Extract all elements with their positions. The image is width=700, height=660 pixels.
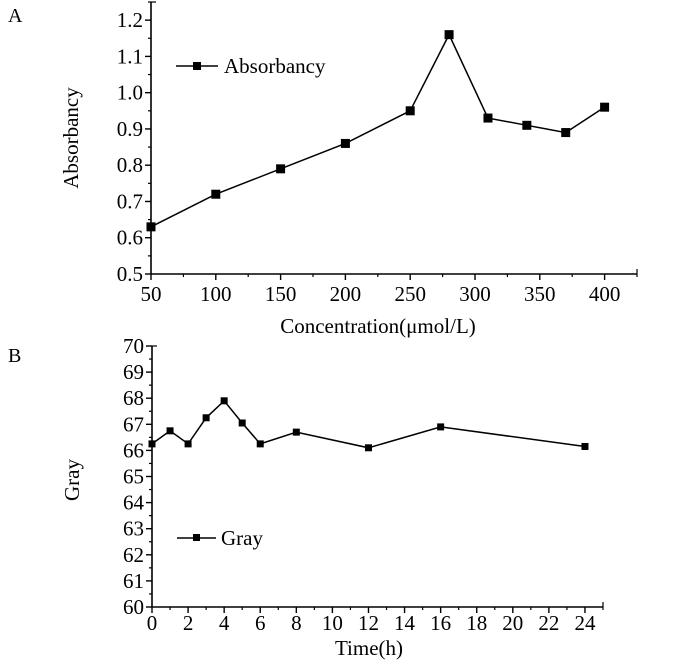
y-tick-label-b: 67 bbox=[123, 412, 144, 436]
y-axis-label-b: Gray bbox=[60, 459, 84, 501]
x-axis-label-b: Time(h) bbox=[335, 636, 403, 660]
y-tick-label-b: 68 bbox=[123, 386, 144, 410]
y-tick-label-b: 64 bbox=[123, 491, 145, 515]
y-tick-label-b: 70 bbox=[123, 334, 144, 358]
y-tick-label-a: 1.1 bbox=[117, 44, 143, 68]
series-line-a bbox=[150, 32, 606, 228]
x-tick-label-b: 16 bbox=[430, 611, 451, 635]
legend-label-a: Absorbancy bbox=[224, 54, 326, 78]
x-tick-label-a: 350 bbox=[524, 282, 556, 306]
y-tick-label-b: 60 bbox=[123, 595, 144, 619]
y-tick-label-a: 0.5 bbox=[117, 262, 143, 286]
legend-a: Absorbancy bbox=[176, 54, 326, 78]
y-tick-label-b: 62 bbox=[123, 543, 144, 567]
data-point-b bbox=[148, 440, 156, 448]
data-point-b bbox=[292, 428, 300, 436]
data-point-a bbox=[600, 102, 610, 112]
y-axis-label-a: Absorbancy bbox=[59, 87, 83, 189]
data-point-b bbox=[256, 440, 264, 448]
panel-label-b: B bbox=[8, 345, 21, 367]
y-tick-label-b: 65 bbox=[123, 465, 144, 489]
panel-label-a: A bbox=[8, 5, 23, 27]
y-tick-label-a: 0.8 bbox=[117, 153, 143, 177]
data-point-b bbox=[581, 442, 589, 450]
x-tick-label-a: 300 bbox=[459, 282, 491, 306]
data-point-b bbox=[364, 444, 372, 452]
data-point-a bbox=[146, 222, 156, 232]
data-point-a bbox=[340, 138, 350, 148]
data-point-a bbox=[561, 128, 571, 138]
data-point-b bbox=[184, 440, 192, 448]
y-tick-label-a: 1.2 bbox=[117, 8, 143, 32]
x-tick-label-b: 12 bbox=[358, 611, 379, 635]
panel-a: A Absorbancy Concentration(μmol/L) 0.5 0.… bbox=[8, 1, 638, 338]
legend-b: Gray bbox=[177, 526, 263, 550]
x-tick-label-a: 200 bbox=[330, 282, 362, 306]
x-axis-label-a: Concentration(μmol/L) bbox=[280, 314, 476, 338]
x-tick-label-a: 250 bbox=[394, 282, 426, 306]
x-tick-label-b: 2 bbox=[183, 611, 194, 635]
data-point-a bbox=[483, 113, 493, 123]
series-line-b bbox=[151, 399, 586, 449]
y-tick-label-a: 0.9 bbox=[117, 117, 143, 141]
data-point-b bbox=[220, 397, 228, 405]
x-tick-label-a: 150 bbox=[265, 282, 297, 306]
y-tick-label-a: 0.7 bbox=[117, 189, 143, 213]
y-tick-label-a: 1.0 bbox=[117, 81, 143, 105]
y-tick-label-b: 61 bbox=[123, 569, 144, 593]
legend-label-b: Gray bbox=[221, 526, 263, 550]
y-tick-label-a: 0.6 bbox=[117, 226, 143, 250]
data-point-b bbox=[166, 427, 174, 435]
x-tick-label-b: 20 bbox=[502, 611, 523, 635]
data-point-a bbox=[522, 120, 532, 130]
y-tick-label-b: 63 bbox=[123, 517, 144, 541]
x-tick-label-b: 18 bbox=[466, 611, 487, 635]
data-point-a bbox=[405, 106, 415, 116]
x-tick-label-b: 24 bbox=[574, 611, 596, 635]
x-tick-label-b: 6 bbox=[255, 611, 266, 635]
data-point-b bbox=[238, 419, 246, 427]
x-tick-label-a: 50 bbox=[141, 282, 162, 306]
x-tick-label-b: 10 bbox=[322, 611, 343, 635]
data-point-a bbox=[444, 30, 454, 40]
x-tick-label-b: 8 bbox=[291, 611, 302, 635]
data-point-b bbox=[437, 423, 445, 431]
x-tick-label-b: 4 bbox=[219, 611, 230, 635]
data-point-a bbox=[276, 164, 286, 174]
x-tick-label-a: 400 bbox=[589, 282, 621, 306]
legend-marker-a bbox=[193, 62, 201, 70]
x-tick-label-b: 22 bbox=[538, 611, 559, 635]
x-tick-label-b: 14 bbox=[394, 611, 416, 635]
x-tick-label-b: 0 bbox=[147, 611, 158, 635]
data-point-b bbox=[202, 414, 210, 422]
legend-marker-b bbox=[193, 534, 200, 541]
data-point-a bbox=[211, 189, 221, 199]
y-tick-label-b: 69 bbox=[123, 360, 144, 384]
y-tick-label-b: 66 bbox=[123, 438, 144, 462]
x-tick-label-a: 100 bbox=[200, 282, 232, 306]
